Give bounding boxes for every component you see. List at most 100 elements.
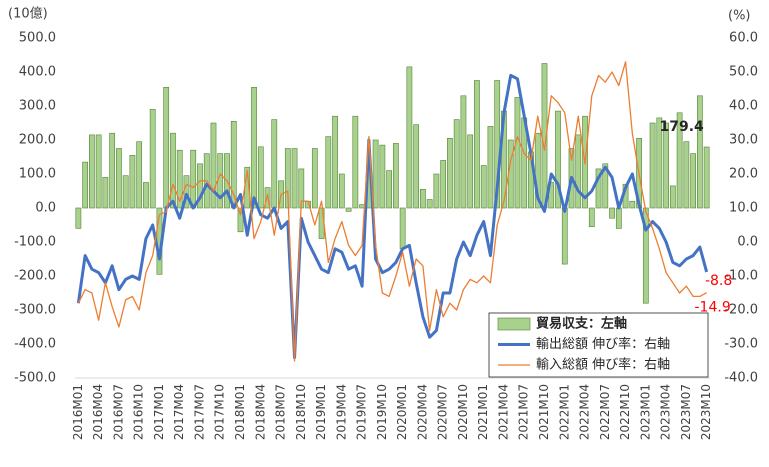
bar (595, 168, 602, 209)
x-tick-label: 2019M01 (314, 384, 328, 440)
x-tick-label: 2022M04 (578, 384, 592, 440)
bar (338, 173, 345, 209)
x-tick-label: 2017M04 (172, 384, 186, 440)
bar (197, 163, 203, 209)
y-tick-label: 100.0 (19, 167, 56, 182)
bar (271, 119, 278, 209)
bar (102, 177, 109, 209)
legend-label: 輸出総額 伸び率：右軸 (536, 336, 670, 352)
bar (217, 153, 224, 209)
line (76, 73, 709, 360)
y2-tick-label: -20.0 (724, 303, 758, 318)
x-tick-label: 2018M01 (233, 384, 247, 440)
bar (89, 134, 95, 209)
y2-tick-label: 40.0 (729, 99, 758, 114)
bar (237, 207, 244, 233)
y2-tick-label: -30.0 (724, 337, 758, 352)
y-tick-label: 500.0 (19, 31, 56, 46)
y-tick-label: -200.0 (14, 269, 56, 284)
x-tick-label: 2017M07 (192, 384, 206, 440)
y-axis-label: (10億) (8, 6, 48, 22)
x-tick-label: 2023M10 (699, 384, 713, 440)
y-tick-label: 200.0 (19, 133, 56, 148)
data-label: 179.4 (659, 119, 704, 135)
x-tick-label: 2017M10 (213, 384, 227, 440)
bar (575, 134, 582, 209)
bar (480, 165, 487, 209)
bar (149, 109, 156, 209)
x-tick-label: 2020M10 (456, 384, 470, 440)
bar (453, 119, 460, 209)
bar (352, 115, 359, 209)
bar (561, 207, 568, 265)
bar (663, 122, 669, 209)
bar (311, 148, 318, 209)
bar (170, 132, 176, 209)
bar (143, 182, 149, 209)
bar (615, 207, 622, 229)
bar (555, 110, 561, 209)
bar (386, 170, 392, 209)
bar (669, 185, 676, 209)
bar (602, 163, 609, 209)
bar (176, 149, 183, 209)
bar (399, 207, 406, 250)
bar (116, 148, 122, 209)
x-tick-label: 2019M10 (375, 384, 389, 440)
bar (95, 134, 102, 209)
bar (440, 160, 447, 209)
bar (433, 173, 440, 209)
bar (291, 148, 298, 209)
y2-tick-label: 50.0 (729, 65, 758, 80)
x-tick-label: 2016M01 (71, 384, 85, 440)
y-tick-label: -500.0 (14, 371, 56, 386)
y2-tick-label: 10.0 (729, 201, 758, 216)
bar (588, 207, 595, 228)
bar (257, 146, 264, 209)
bar (474, 80, 480, 209)
y-tick-label: -100.0 (14, 235, 56, 250)
bar (676, 112, 683, 209)
y2-tick-label: 60.0 (729, 31, 758, 46)
legend-label: 貿易収支：左軸 (536, 316, 627, 332)
x-tick-label: 2020M01 (395, 384, 409, 440)
x-tick-label: 2016M10 (132, 384, 146, 440)
x-tick-label: 2021M07 (517, 384, 531, 440)
y-tick-label: 0.0 (35, 201, 56, 216)
bar (460, 95, 467, 209)
bar (82, 161, 88, 209)
y-tick-label: -400.0 (14, 337, 56, 352)
bar (514, 97, 521, 209)
bar (690, 153, 696, 209)
y2-tick-label: -10.0 (724, 269, 758, 284)
x-tick-label: 2018M07 (274, 384, 288, 440)
y2-tick-label: -40.0 (724, 371, 758, 386)
bar (656, 117, 663, 209)
x-tick-label: 2022M01 (557, 384, 571, 440)
x-tick-label: 2023M07 (679, 384, 693, 440)
bar (683, 141, 690, 209)
bar (210, 122, 217, 209)
bar (426, 199, 433, 209)
bar (129, 155, 136, 209)
x-tick-label: 2021M04 (496, 384, 510, 440)
y-tick-label: 300.0 (19, 99, 56, 114)
x-tick-label: 2019M04 (334, 384, 348, 440)
x-tick-label: 2022M10 (618, 384, 632, 440)
bar (251, 87, 257, 209)
bar (487, 126, 494, 209)
bar (284, 148, 291, 209)
x-tick-label: 2016M04 (91, 384, 105, 440)
x-tick-label: 2020M07 (436, 384, 450, 440)
bar (447, 138, 453, 209)
x-tick-label: 2023M01 (638, 384, 652, 440)
line (77, 61, 707, 362)
x-tick-label: 2017M01 (152, 384, 166, 440)
x-tick-label: 2022M07 (598, 384, 612, 440)
bar (696, 95, 703, 209)
legend-swatch (497, 317, 531, 331)
data-label: -8.8 (705, 273, 732, 289)
x-tick-label: 2023M04 (659, 384, 673, 440)
bar (325, 136, 332, 209)
